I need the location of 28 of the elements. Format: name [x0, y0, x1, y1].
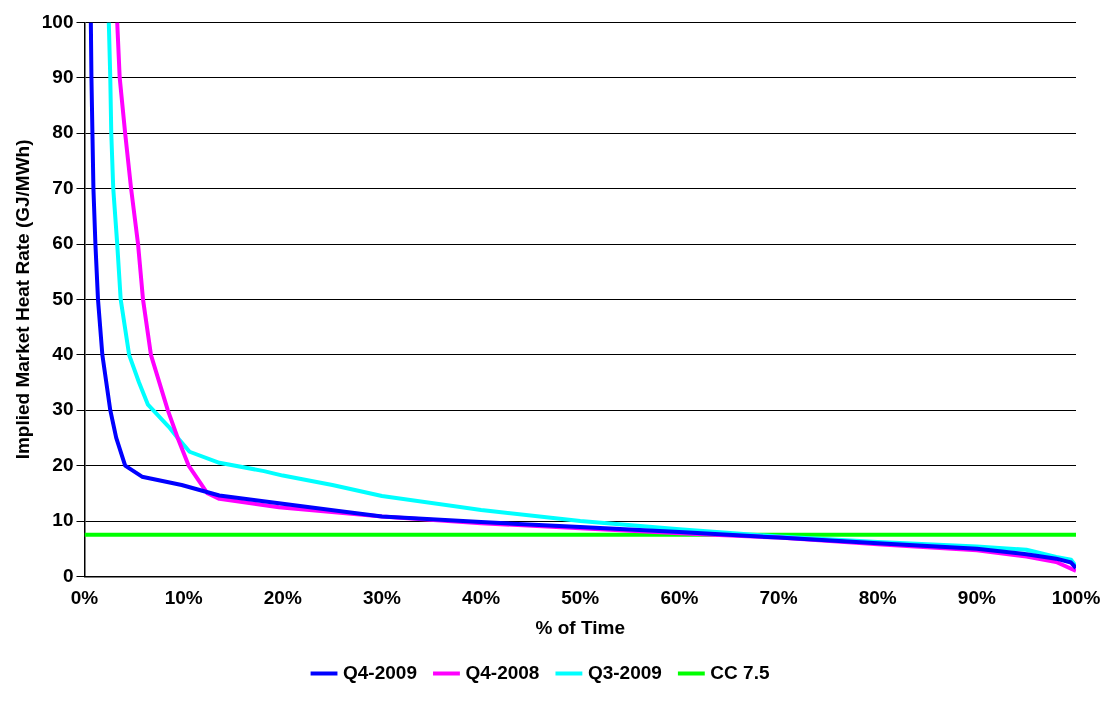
y-tick-label: 70: [52, 176, 74, 198]
x-tick-label: 10%: [164, 587, 203, 609]
x-tick-label: 20%: [263, 587, 302, 609]
legend-label: Q4-2009: [343, 661, 417, 683]
y-tick-label: 60: [52, 232, 74, 254]
x-axis-title: % of Time: [535, 616, 625, 638]
y-tick-label: 80: [52, 121, 74, 143]
y-tick-label: 0: [62, 564, 74, 586]
x-tick-label: 90%: [957, 587, 996, 609]
x-tick-label: 80%: [858, 587, 897, 609]
y-tick-label: 40: [52, 343, 74, 365]
y-tick-label: 10: [52, 509, 74, 531]
x-tick-label: 30%: [362, 587, 402, 609]
x-tick-label: 100%: [1051, 587, 1101, 609]
y-tick-label: 50: [52, 287, 74, 309]
y-tick-label: 30: [52, 398, 74, 420]
y-tick-label: 20: [52, 453, 74, 475]
legend-label: CC 7.5: [710, 661, 770, 683]
legend-label: Q4-2008: [465, 661, 540, 683]
x-tick-label: 50%: [561, 587, 600, 609]
x-tick-label: 70%: [759, 587, 798, 609]
y-axis-title: Implied Market Heat Rate (GJ/MWh): [11, 139, 33, 460]
x-tick-label: 60%: [660, 587, 699, 609]
legend-label: Q3-2009: [587, 661, 662, 683]
x-tick-label: 40%: [462, 587, 501, 609]
y-tick-label: 90: [52, 66, 74, 88]
y-tick-label: 100: [41, 10, 74, 32]
x-tick-label: 0%: [70, 587, 99, 609]
